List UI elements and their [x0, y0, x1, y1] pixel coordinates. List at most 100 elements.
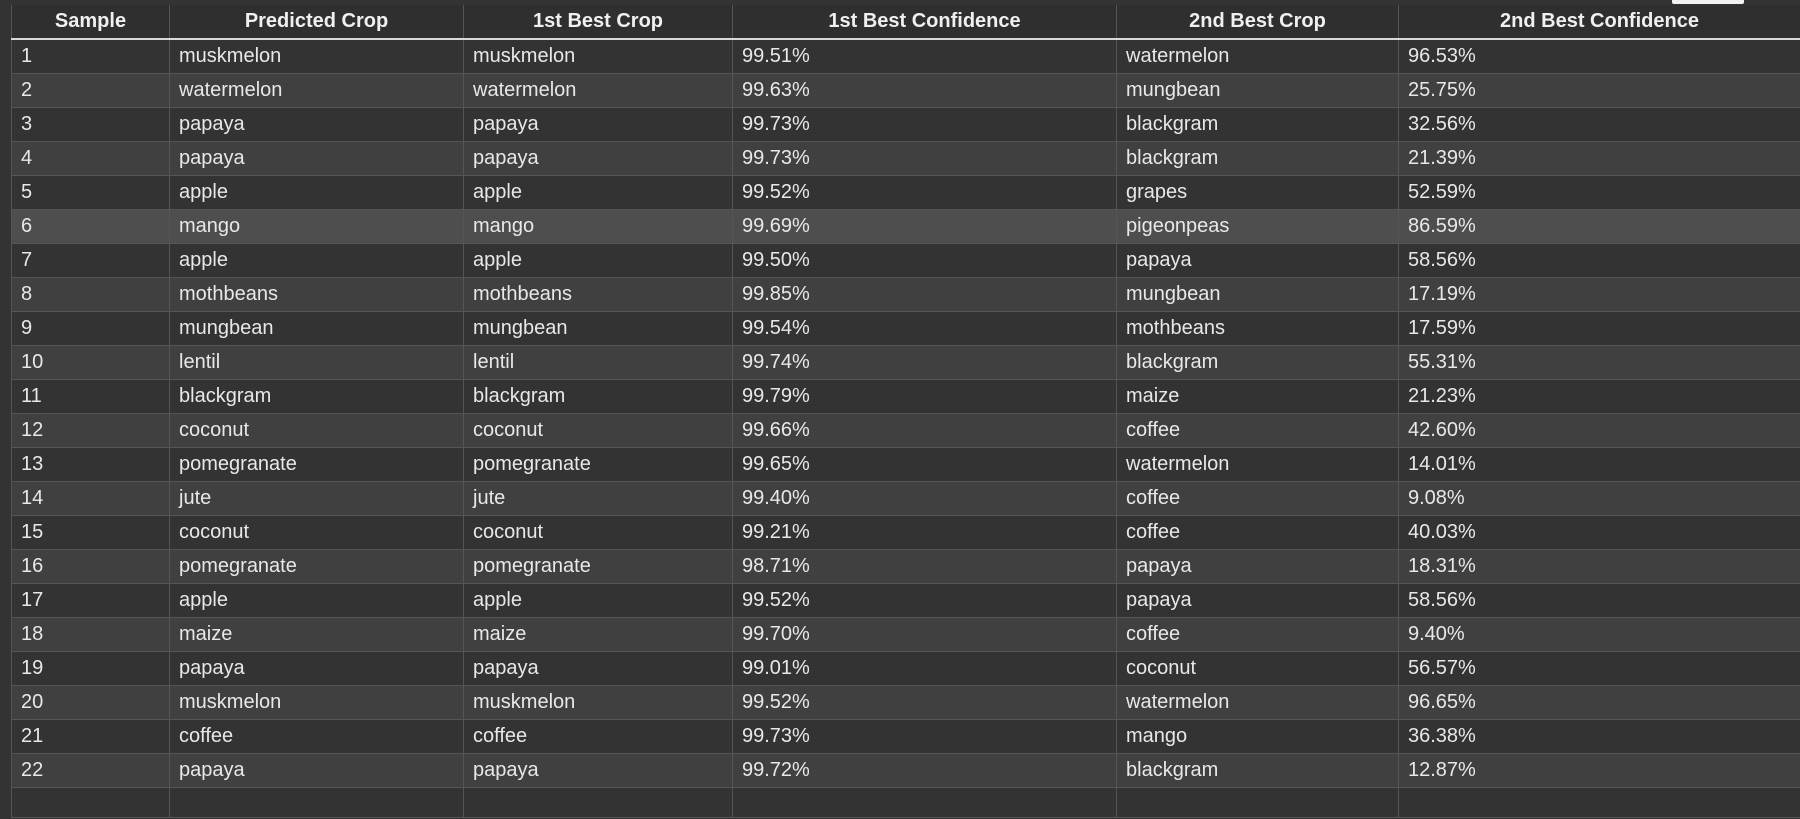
cell-2nd-best-crop: coffee — [1116, 481, 1399, 516]
table-row[interactable]: 6 mango mango 99.69% pigeonpeas 86.59% — [11, 209, 1800, 244]
cell-1st-best-confidence: 99.70% — [732, 617, 1117, 652]
cell-2nd-best-crop: papaya — [1116, 549, 1399, 584]
cell-1st-best-confidence: 99.65% — [732, 447, 1117, 482]
cell-1st-best-confidence: 99.21% — [732, 515, 1117, 550]
cell-1st-best-crop: pomegranate — [463, 447, 733, 482]
table-row[interactable]: 16 pomegranate pomegranate 98.71% papaya 18.3… — [11, 549, 1800, 584]
cell-predicted-crop: muskmelon — [169, 685, 464, 720]
cell-2nd-best-crop: watermelon — [1116, 685, 1399, 720]
cell-1st-best-confidence: 99.79% — [732, 379, 1117, 414]
cell-predicted-crop: jute — [169, 481, 464, 516]
cell-1st-best-crop: papaya — [463, 651, 733, 686]
cell-predicted-crop: mothbeans — [169, 277, 464, 312]
table-row[interactable]: 14 jute jute 99.40% coffee 9.08% — [11, 481, 1800, 516]
cell-2nd-best-confidence: 17.59% — [1398, 311, 1800, 346]
cell-1st-best-confidence: 99.52% — [732, 685, 1117, 720]
cell-predicted-crop: watermelon — [169, 73, 464, 108]
cell-empty — [1398, 787, 1800, 818]
cell-2nd-best-confidence: 58.56% — [1398, 583, 1800, 618]
cell-sample: 14 — [11, 481, 170, 516]
cell-1st-best-crop: apple — [463, 583, 733, 618]
cell-sample: 2 — [11, 73, 170, 108]
cell-2nd-best-crop: pigeonpeas — [1116, 209, 1399, 244]
cell-1st-best-confidence: 99.66% — [732, 413, 1117, 448]
cell-1st-best-crop: apple — [463, 175, 733, 210]
cell-2nd-best-crop: mothbeans — [1116, 311, 1399, 346]
cell-sample: 18 — [11, 617, 170, 652]
table-row[interactable]: 7 apple apple 99.50% papaya 58.56% — [11, 243, 1800, 278]
cell-1st-best-confidence: 99.73% — [732, 719, 1117, 754]
cell-2nd-best-confidence: 17.19% — [1398, 277, 1800, 312]
table-row[interactable]: 12 coconut coconut 99.66% coffee 42.60% — [11, 413, 1800, 448]
table-row[interactable]: 20 muskmelon muskmelon 99.52% watermelon 96.6… — [11, 685, 1800, 720]
cell-predicted-crop: apple — [169, 583, 464, 618]
table-row[interactable]: 22 papaya papaya 99.72% blackgram 12.87% — [11, 753, 1800, 788]
cell-empty — [1116, 787, 1399, 818]
table-row[interactable]: 19 papaya papaya 99.01% coconut 56.57% — [11, 651, 1800, 686]
header-2nd-best-confidence: 2nd Best Confidence — [1398, 5, 1800, 40]
table-body: 1 muskmelon muskmelon 99.51% watermelon 96.53… — [11, 39, 1800, 818]
header-sample: Sample — [11, 5, 170, 40]
toolbar-button-edge[interactable] — [1672, 0, 1744, 4]
cell-sample: 21 — [11, 719, 170, 754]
cell-1st-best-crop: pomegranate — [463, 549, 733, 584]
cell-predicted-crop: papaya — [169, 753, 464, 788]
cell-predicted-crop: apple — [169, 243, 464, 278]
cell-2nd-best-confidence: 14.01% — [1398, 447, 1800, 482]
cell-sample: 8 — [11, 277, 170, 312]
cell-1st-best-confidence: 99.69% — [732, 209, 1117, 244]
cell-2nd-best-confidence: 32.56% — [1398, 107, 1800, 142]
cell-2nd-best-crop: coffee — [1116, 413, 1399, 448]
cell-sample: 12 — [11, 413, 170, 448]
cell-1st-best-crop: muskmelon — [463, 39, 733, 74]
cell-predicted-crop: apple — [169, 175, 464, 210]
cell-2nd-best-crop: watermelon — [1116, 39, 1399, 74]
cell-2nd-best-crop: blackgram — [1116, 141, 1399, 176]
prediction-table: Sample Predicted Crop 1st Best Crop 1st … — [11, 5, 1800, 818]
cell-predicted-crop: coconut — [169, 413, 464, 448]
cell-predicted-crop: papaya — [169, 651, 464, 686]
cell-2nd-best-crop: blackgram — [1116, 107, 1399, 142]
table-row[interactable]: 15 coconut coconut 99.21% coffee 40.03% — [11, 515, 1800, 550]
table-row[interactable]: 9 mungbean mungbean 99.54% mothbeans 17.59% — [11, 311, 1800, 346]
table-header: Sample Predicted Crop 1st Best Crop 1st … — [11, 5, 1800, 40]
cell-1st-best-crop: watermelon — [463, 73, 733, 108]
cell-2nd-best-confidence: 86.59% — [1398, 209, 1800, 244]
table-row[interactable]: 4 papaya papaya 99.73% blackgram 21.39% — [11, 141, 1800, 176]
cell-1st-best-confidence: 99.52% — [732, 175, 1117, 210]
cell-2nd-best-crop: blackgram — [1116, 345, 1399, 380]
cell-2nd-best-crop: coffee — [1116, 617, 1399, 652]
header-1st-best-confidence: 1st Best Confidence — [732, 5, 1117, 40]
table-row[interactable]: 1 muskmelon muskmelon 99.51% watermelon 96.53… — [11, 39, 1800, 74]
cell-1st-best-crop: papaya — [463, 107, 733, 142]
table-row[interactable]: 2 watermelon watermelon 99.63% mungbean 25.75… — [11, 73, 1800, 108]
cell-sample: 10 — [11, 345, 170, 380]
cell-2nd-best-confidence: 9.08% — [1398, 481, 1800, 516]
header-1st-best-crop: 1st Best Crop — [463, 5, 733, 40]
table-row[interactable]: 8 mothbeans mothbeans 99.85% mungbean 17.19% — [11, 277, 1800, 312]
table-row[interactable]: 21 coffee coffee 99.73% mango 36.38% — [11, 719, 1800, 754]
table-row[interactable]: 11 blackgram blackgram 99.79% maize 21.23% — [11, 379, 1800, 414]
cell-2nd-best-crop: coffee — [1116, 515, 1399, 550]
cell-predicted-crop: mungbean — [169, 311, 464, 346]
cell-2nd-best-crop: mango — [1116, 719, 1399, 754]
cell-predicted-crop: lentil — [169, 345, 464, 380]
cell-sample: 22 — [11, 753, 170, 788]
table-row[interactable]: 17 apple apple 99.52% papaya 58.56% — [11, 583, 1800, 618]
cell-2nd-best-crop: maize — [1116, 379, 1399, 414]
cell-2nd-best-confidence: 96.65% — [1398, 685, 1800, 720]
table-row[interactable]: 3 papaya papaya 99.73% blackgram 32.56% — [11, 107, 1800, 142]
table-row[interactable]: 13 pomegranate pomegranate 99.65% watermelon… — [11, 447, 1800, 482]
cell-1st-best-crop: lentil — [463, 345, 733, 380]
cell-1st-best-confidence: 99.40% — [732, 481, 1117, 516]
cell-2nd-best-crop: mungbean — [1116, 73, 1399, 108]
table-row[interactable]: 10 lentil lentil 99.74% blackgram 55.31% — [11, 345, 1800, 380]
cell-predicted-crop: mango — [169, 209, 464, 244]
table-row[interactable]: 18 maize maize 99.70% coffee 9.40% — [11, 617, 1800, 652]
cell-1st-best-crop: papaya — [463, 753, 733, 788]
cell-1st-best-crop: mango — [463, 209, 733, 244]
cell-1st-best-confidence: 99.74% — [732, 345, 1117, 380]
table-row[interactable]: 5 apple apple 99.52% grapes 52.59% — [11, 175, 1800, 210]
cell-2nd-best-crop: grapes — [1116, 175, 1399, 210]
cell-predicted-crop: papaya — [169, 141, 464, 176]
